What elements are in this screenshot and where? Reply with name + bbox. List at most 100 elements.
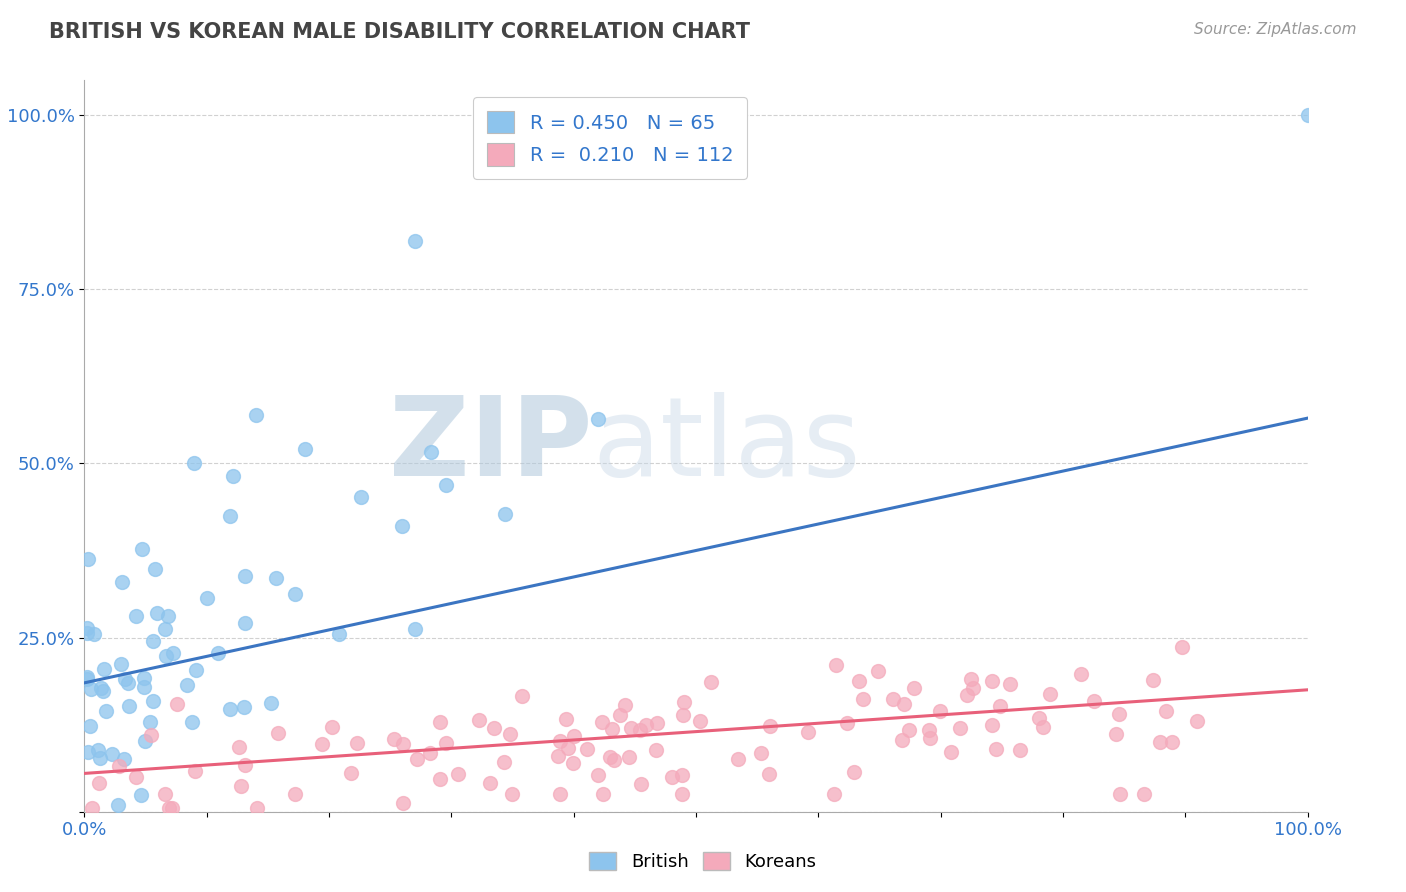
Point bbox=[328, 627, 350, 641]
Point bbox=[131, 542, 153, 557]
Point bbox=[184, 764, 207, 779]
Point bbox=[125, 770, 148, 784]
Point bbox=[956, 688, 979, 702]
Point bbox=[928, 704, 950, 718]
Point bbox=[221, 469, 243, 483]
Point bbox=[672, 707, 695, 722]
Point bbox=[79, 719, 101, 733]
Point bbox=[988, 699, 1011, 714]
Point bbox=[1108, 787, 1130, 801]
Point bbox=[647, 716, 669, 731]
Point bbox=[112, 752, 135, 766]
Point bbox=[548, 733, 571, 747]
Point bbox=[404, 622, 426, 636]
Point bbox=[671, 787, 693, 801]
Point bbox=[882, 691, 904, 706]
Point bbox=[166, 697, 188, 711]
Point bbox=[77, 745, 100, 759]
Point bbox=[94, 705, 117, 719]
Point bbox=[157, 801, 180, 815]
Point bbox=[645, 743, 668, 757]
Point bbox=[231, 779, 253, 793]
Point bbox=[592, 787, 614, 801]
Point bbox=[591, 715, 613, 730]
Point bbox=[1039, 687, 1062, 701]
Point bbox=[181, 714, 204, 729]
Point bbox=[628, 723, 651, 737]
Point bbox=[898, 723, 921, 738]
Point bbox=[294, 442, 316, 457]
Point bbox=[233, 568, 256, 582]
Point bbox=[749, 746, 772, 760]
Point bbox=[233, 615, 256, 630]
Point bbox=[111, 574, 134, 589]
Point bbox=[232, 700, 254, 714]
Point bbox=[83, 626, 105, 640]
Point bbox=[405, 752, 427, 766]
Point bbox=[160, 800, 183, 814]
Text: ZIP: ZIP bbox=[388, 392, 592, 500]
Point bbox=[842, 765, 865, 780]
Point bbox=[1083, 694, 1105, 708]
Legend: British, Koreans: British, Koreans bbox=[582, 845, 824, 879]
Point bbox=[617, 750, 640, 764]
Point bbox=[1008, 742, 1031, 756]
Point bbox=[91, 684, 114, 698]
Point bbox=[1070, 666, 1092, 681]
Legend: R = 0.450   N = 65, R =  0.210   N = 112: R = 0.450 N = 65, R = 0.210 N = 112 bbox=[474, 97, 747, 179]
Point bbox=[90, 681, 112, 695]
Point bbox=[419, 747, 441, 761]
Point bbox=[824, 657, 846, 672]
Point bbox=[613, 698, 636, 713]
Point bbox=[1133, 787, 1156, 801]
Point bbox=[429, 714, 451, 729]
Point bbox=[586, 768, 609, 782]
Point bbox=[321, 720, 343, 734]
Point bbox=[1105, 727, 1128, 741]
Point bbox=[76, 626, 98, 640]
Point bbox=[986, 742, 1008, 756]
Point bbox=[87, 742, 110, 756]
Point bbox=[392, 737, 415, 751]
Point bbox=[1185, 714, 1208, 729]
Point bbox=[235, 758, 257, 772]
Point bbox=[419, 445, 441, 459]
Point bbox=[671, 768, 693, 782]
Point bbox=[848, 673, 870, 688]
Point bbox=[600, 722, 623, 736]
Point bbox=[284, 787, 307, 801]
Point bbox=[157, 609, 180, 624]
Point bbox=[586, 412, 609, 426]
Point bbox=[129, 789, 152, 803]
Point bbox=[155, 649, 177, 664]
Point bbox=[392, 796, 415, 810]
Point bbox=[77, 551, 100, 566]
Point bbox=[891, 733, 914, 747]
Point bbox=[228, 739, 250, 754]
Point bbox=[391, 519, 413, 533]
Point bbox=[93, 662, 115, 676]
Point bbox=[468, 713, 491, 727]
Point bbox=[852, 692, 875, 706]
Point bbox=[404, 234, 426, 248]
Point bbox=[87, 775, 110, 789]
Point bbox=[446, 767, 468, 781]
Point bbox=[1032, 720, 1054, 734]
Point bbox=[620, 721, 643, 735]
Point bbox=[630, 777, 652, 791]
Point bbox=[76, 673, 98, 687]
Point bbox=[980, 717, 1002, 731]
Point bbox=[218, 702, 240, 716]
Point bbox=[264, 571, 287, 585]
Point bbox=[868, 665, 890, 679]
Point bbox=[962, 681, 984, 696]
Point bbox=[117, 676, 139, 690]
Point bbox=[107, 759, 129, 773]
Point bbox=[918, 731, 941, 746]
Point bbox=[142, 633, 165, 648]
Point bbox=[949, 721, 972, 735]
Point bbox=[634, 718, 657, 732]
Point bbox=[183, 457, 205, 471]
Point bbox=[176, 678, 198, 692]
Point bbox=[246, 801, 269, 815]
